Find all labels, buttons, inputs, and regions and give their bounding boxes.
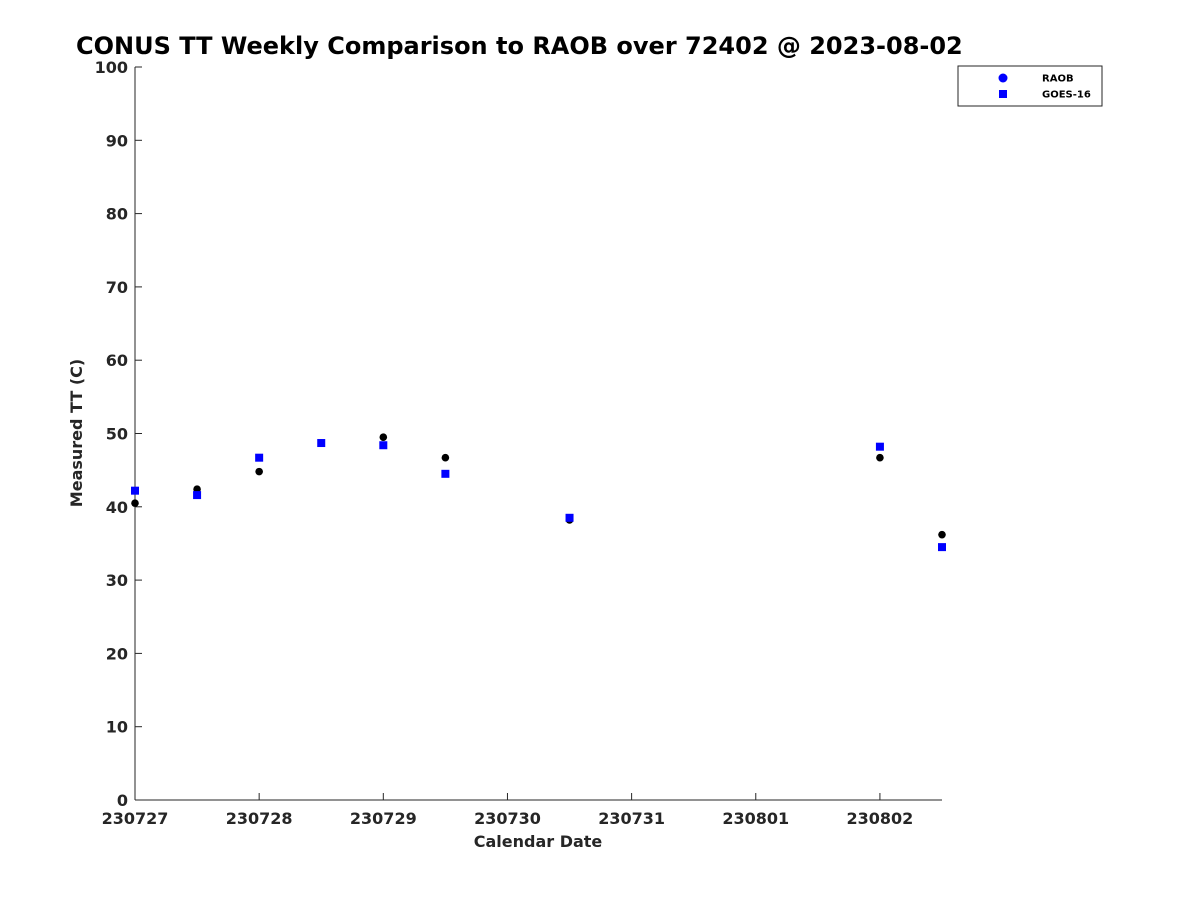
legend-raob-marker	[998, 73, 1008, 83]
legend-goes16-label: GOES-16	[1042, 90, 1091, 101]
legend-box	[957, 65, 1103, 107]
raob-point	[938, 530, 946, 539]
x-tick-label: 230801	[722, 809, 789, 828]
x-tick-label: 230728	[226, 809, 293, 828]
data-points	[131, 433, 946, 552]
raob-point	[441, 453, 450, 462]
goes-16-point	[131, 486, 139, 495]
legend: RAOB GOES-16	[957, 65, 1103, 107]
y-tick-label: 20	[106, 644, 128, 663]
y-tick-label: 100	[95, 58, 128, 77]
y-tick-label: 50	[106, 425, 128, 444]
y-axis-label: Measured TT (C)	[67, 359, 86, 507]
y-tick-label: 70	[106, 278, 128, 297]
x-ticks: 230727 230728 230729 230730 230731 230801 2308…	[102, 793, 914, 828]
axes	[134, 67, 942, 801]
goes-16-point	[193, 491, 202, 500]
goes-16-point	[875, 442, 884, 451]
y-tick-label: 80	[106, 205, 128, 224]
goes-16-point	[255, 453, 264, 462]
x-tick-label: 230729	[350, 809, 417, 828]
raob-point	[255, 467, 263, 476]
y-ticks: 0 10 20 30 40 50 60 70 80 90 100	[95, 58, 142, 810]
raob-point	[131, 499, 139, 507]
goes-16-point	[441, 469, 450, 478]
chart-title: CONUS TT Weekly Comparison to RAOB over …	[76, 32, 963, 60]
legend-raob-label: RAOB	[1042, 74, 1074, 85]
goes-16-point	[379, 441, 388, 450]
x-tick-label: 230727	[102, 809, 169, 828]
x-tick-label: 230731	[598, 809, 665, 828]
y-tick-label: 60	[106, 351, 128, 370]
x-tick-label: 230802	[847, 809, 914, 828]
raob-point	[379, 433, 388, 441]
y-tick-label: 90	[106, 131, 128, 150]
y-tick-label: 0	[117, 791, 128, 810]
raob-point	[876, 453, 884, 462]
y-tick-label: 30	[106, 571, 128, 590]
y-tick-label: 10	[106, 718, 128, 737]
x-axis-label: Calendar Date	[474, 832, 603, 851]
goes-16-point	[317, 439, 326, 448]
y-tick-label: 40	[106, 498, 128, 517]
goes-16-point	[938, 543, 946, 552]
goes-16-point	[565, 513, 574, 522]
x-tick-label: 230730	[474, 809, 541, 828]
legend-goes16-marker	[999, 90, 1007, 98]
